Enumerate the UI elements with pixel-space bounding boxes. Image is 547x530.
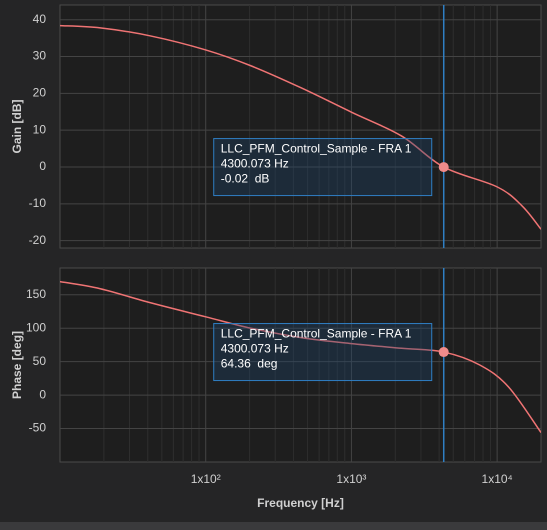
cursor-marker [438, 162, 449, 173]
annotation-text: 4300.073 Hz [221, 342, 289, 356]
annotation-text: 4300.073 Hz [221, 157, 289, 171]
y-tick-label: 0 [39, 159, 46, 173]
plot-area [59, 4, 542, 249]
data-line [60, 280, 541, 434]
annotation-text: -0.02 dB [221, 172, 270, 186]
y-tick-label: 20 [33, 86, 47, 100]
y-tick-label: -50 [29, 421, 47, 435]
annotation-box [213, 323, 433, 382]
y-tick-label: 40 [33, 12, 47, 26]
y-tick-label: 50 [33, 354, 47, 368]
annotation-text: LLC_PFM_Control_Sample - FRA 1 [221, 142, 412, 156]
y-axis-label: Gain [dB] [10, 100, 24, 154]
status-strip [0, 522, 547, 530]
x-tick-label: 1x10² [191, 472, 221, 486]
y-tick-label: 0 [39, 387, 46, 401]
y-tick-label: 150 [26, 287, 46, 301]
y-tick-label: 30 [33, 49, 47, 63]
x-tick-label: 1x10³ [336, 472, 366, 486]
annotation-text: LLC_PFM_Control_Sample - FRA 1 [221, 327, 412, 341]
cursor-marker [438, 347, 449, 358]
y-tick-label: 100 [26, 320, 46, 334]
data-line [60, 24, 541, 230]
x-tick-label: 1x10⁴ [482, 472, 513, 486]
y-tick-label: 10 [33, 122, 47, 136]
y-axis-label: Phase [deg] [10, 331, 24, 399]
annotation-text: 64.36 deg [221, 357, 278, 371]
x-axis-label: Frequency [Hz] [257, 496, 344, 510]
y-tick-label: -10 [29, 196, 47, 210]
annotation-box [213, 138, 433, 197]
y-tick-label: -20 [29, 233, 47, 247]
